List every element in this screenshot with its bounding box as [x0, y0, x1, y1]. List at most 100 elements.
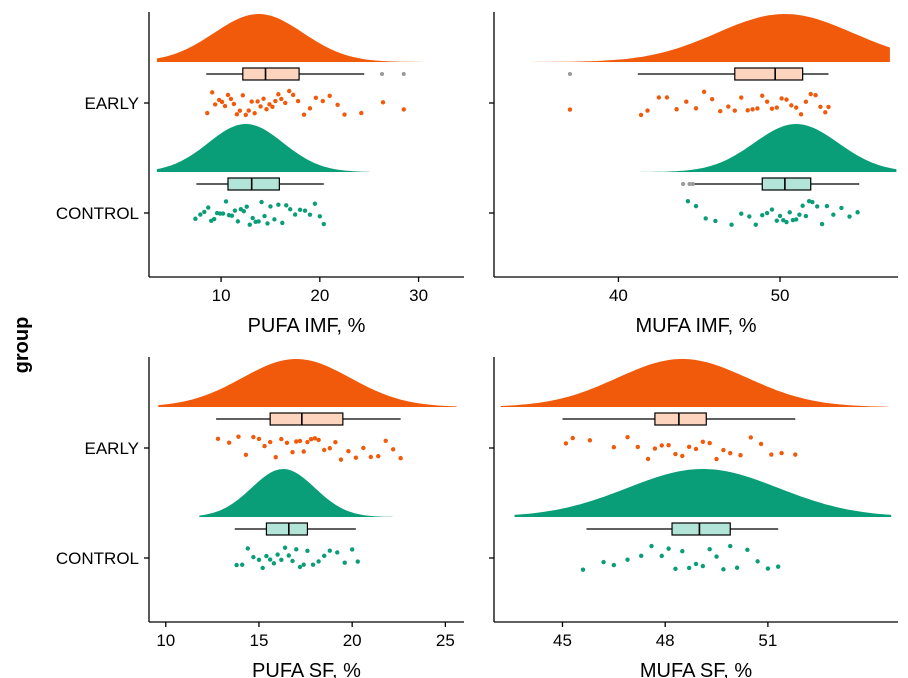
data-point — [739, 211, 744, 216]
data-point — [693, 106, 699, 111]
data-point — [320, 98, 325, 104]
data-point — [784, 219, 789, 225]
data-point — [349, 547, 355, 552]
data-point — [718, 109, 723, 114]
x-tick-label: 30 — [409, 286, 428, 305]
data-point — [728, 543, 733, 549]
density-cloud — [502, 14, 890, 62]
data-point — [234, 562, 239, 568]
data-point — [787, 210, 792, 215]
outlier-point — [380, 72, 385, 76]
x-tick-label: 20 — [343, 631, 362, 650]
data-point — [225, 92, 231, 98]
data-point — [601, 559, 606, 565]
data-point — [283, 100, 288, 106]
data-point — [659, 553, 664, 559]
data-point — [701, 89, 707, 95]
data-point — [316, 437, 321, 443]
data-point — [693, 446, 699, 452]
data-point — [193, 216, 198, 221]
data-point — [312, 436, 318, 441]
data-point — [855, 210, 860, 215]
data-point — [288, 207, 293, 212]
data-point — [839, 205, 844, 211]
data-point — [212, 102, 218, 107]
data-point — [680, 549, 685, 554]
data-point — [237, 108, 243, 113]
data-point — [800, 203, 805, 208]
data-point — [256, 436, 262, 442]
data-point — [342, 112, 347, 117]
data-point — [797, 212, 802, 217]
data-point — [666, 443, 671, 448]
data-point — [680, 453, 685, 459]
data-point — [570, 435, 575, 441]
data-point — [287, 88, 292, 94]
data-point — [228, 96, 234, 102]
x-tick-label: 10 — [156, 631, 175, 650]
data-point — [290, 92, 296, 98]
data-point — [587, 438, 593, 443]
data-point — [258, 104, 263, 109]
data-point — [674, 107, 679, 112]
data-point — [383, 438, 388, 444]
data-point — [726, 104, 731, 109]
data-point — [673, 451, 678, 457]
data-point — [774, 105, 779, 110]
data-point — [625, 434, 630, 440]
outlier-point — [681, 182, 686, 186]
data-point — [301, 112, 307, 117]
data-point — [563, 441, 569, 446]
data-point — [223, 199, 229, 204]
density-cloud — [514, 469, 892, 517]
data-point — [760, 213, 765, 218]
data-point — [215, 436, 221, 442]
data-point — [294, 439, 299, 444]
data-point — [260, 565, 265, 571]
data-point — [262, 213, 267, 219]
mufa-imf-control-group — [621, 124, 897, 227]
outlier-point — [401, 72, 406, 76]
data-point — [346, 448, 351, 454]
data-point — [232, 208, 238, 213]
data-point — [818, 104, 823, 109]
box-iqr — [734, 67, 804, 81]
data-point — [292, 212, 298, 217]
y-tick-label-control: CONTROL — [56, 549, 139, 568]
data-point — [261, 96, 266, 101]
data-point — [789, 103, 794, 108]
data-point — [220, 211, 226, 216]
data-point — [297, 207, 303, 213]
data-point — [245, 546, 250, 551]
data-point — [368, 454, 374, 460]
x-axis-title: PUFA SF, % — [252, 660, 361, 678]
pufa-sf-control-group — [199, 469, 394, 571]
data-point — [709, 97, 715, 102]
data-point — [267, 557, 273, 562]
data-point — [798, 112, 804, 117]
data-point — [747, 214, 752, 219]
data-point — [333, 439, 338, 445]
x-tick-label: 10 — [212, 286, 231, 305]
data-point — [322, 447, 327, 453]
mufa-sf-early-group — [500, 359, 888, 462]
data-point — [775, 564, 781, 569]
data-point — [280, 220, 285, 226]
outlier-point — [690, 182, 695, 186]
box-iqr — [654, 412, 707, 426]
data-point — [803, 213, 809, 219]
data-point — [703, 216, 708, 221]
data-point — [664, 95, 670, 100]
data-point — [721, 447, 726, 453]
data-point — [279, 436, 284, 442]
data-point — [256, 219, 261, 224]
data-point — [272, 217, 277, 222]
pufa-imf-early-group — [156, 14, 454, 118]
data-point — [276, 92, 281, 97]
data-point — [376, 454, 381, 459]
data-point — [286, 553, 291, 558]
data-point — [251, 434, 256, 440]
data-point — [390, 447, 396, 452]
data-point — [714, 456, 719, 462]
